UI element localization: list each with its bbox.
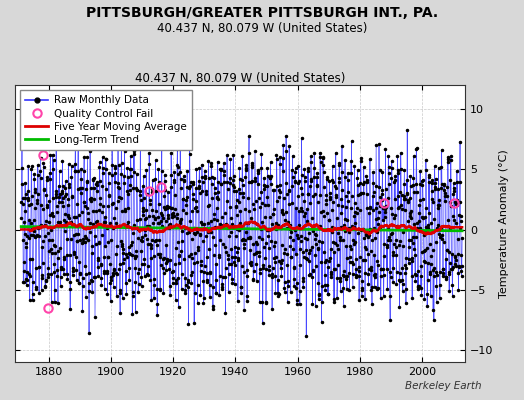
Text: PITTSBURGH/GREATER PITTSBURGH INT., PA.: PITTSBURGH/GREATER PITTSBURGH INT., PA.: [86, 6, 438, 20]
Y-axis label: Temperature Anomaly (°C): Temperature Anomaly (°C): [499, 149, 509, 298]
Text: 40.437 N, 80.079 W (United States): 40.437 N, 80.079 W (United States): [157, 22, 367, 35]
Legend: Raw Monthly Data, Quality Control Fail, Five Year Moving Average, Long-Term Tren: Raw Monthly Data, Quality Control Fail, …: [20, 90, 191, 150]
Text: Berkeley Earth: Berkeley Earth: [406, 381, 482, 391]
Title: 40.437 N, 80.079 W (United States): 40.437 N, 80.079 W (United States): [135, 72, 345, 85]
